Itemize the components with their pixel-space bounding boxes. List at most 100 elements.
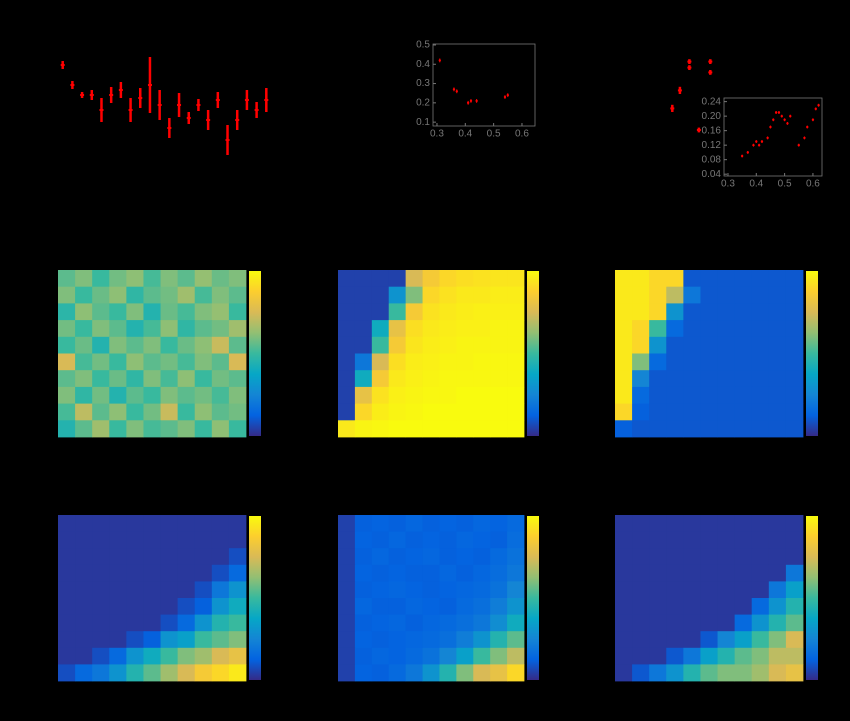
heatmap-cell — [700, 420, 718, 438]
heatmap-cell — [354, 548, 373, 566]
heatmap-cell — [683, 370, 701, 388]
heatmap-cell — [683, 614, 701, 632]
heatmap-cell — [194, 303, 213, 321]
heatmap-cell — [666, 370, 684, 388]
heatmap-cell — [507, 581, 525, 599]
heatmap-cell — [751, 370, 770, 388]
heatmap-cell — [507, 420, 525, 438]
heatmap-cell — [615, 598, 633, 615]
heatmap-cell — [666, 614, 684, 632]
point — [455, 90, 458, 93]
heatmap-cell — [615, 631, 633, 649]
heatmap-cell — [371, 386, 390, 404]
heatmap-cell — [75, 614, 93, 632]
point — [780, 114, 783, 118]
heatmap-cell — [615, 614, 633, 632]
heatmap-cell — [456, 420, 474, 438]
point — [687, 60, 692, 63]
heatmap-cell — [109, 664, 127, 682]
heatmap-cell — [92, 598, 110, 615]
heatmap-cell — [388, 420, 407, 438]
heatmap-cell — [649, 386, 667, 404]
heatmap-cell — [58, 336, 76, 354]
heatmap-cell — [456, 353, 474, 371]
heatmap-cell — [126, 386, 144, 404]
heatmap-cell — [354, 386, 373, 404]
heatmap-cell — [683, 598, 701, 615]
heatmap-cell — [211, 270, 230, 288]
heatmap-cell — [75, 598, 93, 615]
heatmap-cell — [371, 515, 390, 532]
y-tick-label: 0.16 — [702, 125, 722, 136]
heatmap-cell — [439, 531, 457, 549]
heatmap-cell — [177, 581, 196, 599]
heatmap-cell — [194, 386, 213, 404]
heatmap-cell — [160, 286, 179, 304]
heatmap-cell — [338, 386, 356, 404]
heatmap-cell — [109, 614, 127, 632]
heatmap-cell — [490, 320, 508, 338]
heatmap-cell — [109, 270, 127, 288]
heatmap-cell — [700, 614, 718, 632]
heatmap-cell — [143, 598, 161, 615]
point — [128, 109, 133, 111]
heatmap-cell — [751, 353, 770, 371]
heatmap-cell — [717, 581, 736, 599]
heatmap-cell — [649, 614, 667, 632]
heatmap-cell — [92, 515, 110, 532]
heatmap-cell — [211, 386, 230, 404]
heatmap-cell — [649, 336, 667, 354]
heatmap-cell — [734, 336, 753, 354]
heatmap-cell — [439, 515, 457, 532]
heatmap-cell — [666, 320, 684, 338]
heatmap-cell — [439, 353, 457, 371]
heatmap-cell — [126, 320, 144, 338]
heatmap-cell — [507, 320, 525, 338]
heatmap-cell — [143, 564, 161, 582]
heatmap-cell — [228, 598, 247, 615]
heatmap-cell — [717, 564, 736, 582]
heatmap-cell — [785, 531, 804, 549]
heatmap-cell — [58, 386, 76, 404]
heatmap-cell — [507, 531, 525, 549]
heatmap-cell — [683, 564, 701, 582]
heatmap-cell — [160, 303, 179, 321]
heatmap-cell — [700, 320, 718, 338]
heatmap-cell — [717, 386, 736, 404]
heatmap-cell — [768, 531, 787, 549]
heatmap-cell — [632, 270, 650, 288]
heatmap-cell — [785, 631, 804, 649]
heatmap-cell — [75, 664, 93, 682]
heatmap-cell — [490, 370, 508, 388]
heatmap-cell — [751, 564, 770, 582]
heatmap-cell — [700, 353, 718, 371]
heatmap-cell — [211, 515, 230, 532]
heatmap-cell — [177, 548, 196, 566]
heatmap-cell — [473, 286, 491, 304]
heatmap-cell — [785, 303, 804, 321]
heatmap-cell — [649, 403, 667, 421]
heatmap-cell — [507, 614, 525, 632]
heatmap-cell — [143, 336, 161, 354]
heatmap-cell — [422, 420, 440, 438]
heatmap-cell — [371, 420, 390, 438]
heatmap-cell — [422, 631, 440, 649]
heatmap-cell — [615, 286, 633, 304]
heatmap-cell — [92, 581, 110, 599]
heatmap-cell — [126, 581, 144, 599]
heatmap-cell — [92, 286, 110, 304]
heatmap-cell — [507, 286, 525, 304]
heatmap-cell — [338, 631, 356, 649]
heatmap-cell — [490, 548, 508, 566]
heatmap-cell — [649, 420, 667, 438]
heatmap-cell — [177, 320, 196, 338]
heatmap-cell — [194, 614, 213, 632]
heatmap-cell — [211, 286, 230, 304]
heatmap-cell — [371, 631, 390, 649]
heatmap-cell — [507, 515, 525, 532]
heatmap-cell — [439, 386, 457, 404]
heatmap-cell — [58, 531, 76, 549]
heatmap-cell — [456, 370, 474, 388]
heatmap-cell — [439, 631, 457, 649]
heatmap-cell — [439, 664, 457, 682]
